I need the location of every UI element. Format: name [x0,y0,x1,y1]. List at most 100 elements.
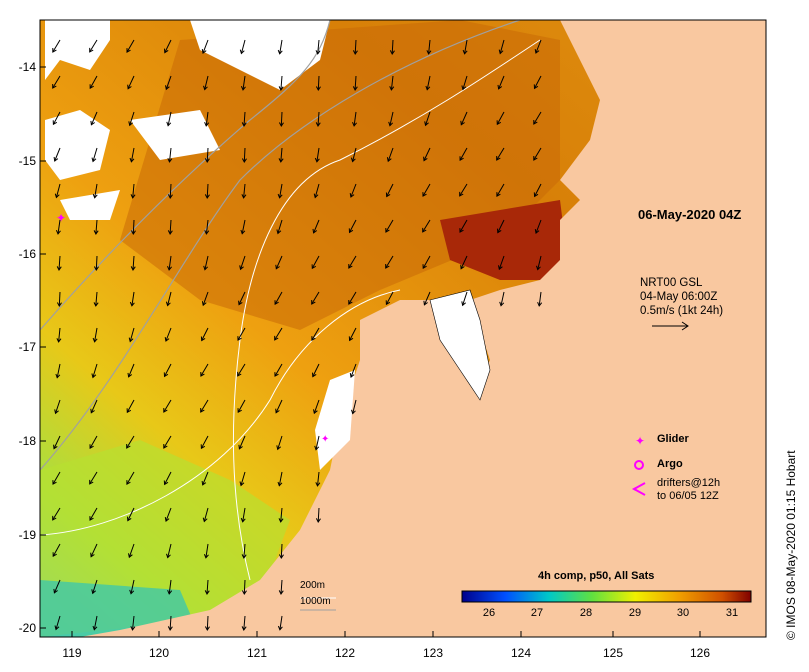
current-arrow [422,255,431,269]
current-arrow [95,291,98,306]
current-arrow [90,111,98,126]
current-arrow-head [91,373,97,379]
current-arrow-head [534,229,540,235]
current-arrow-head [237,336,242,341]
lat-tick: -17 [18,340,36,354]
current-arrow [242,507,246,522]
current-arrow-head [278,158,284,163]
current-arrow [131,291,135,306]
current-arrow-head [237,371,242,377]
current-arrow [535,219,542,234]
current-arrow-head [56,338,62,343]
current-arrow [349,219,357,233]
current-arrow-head [89,479,94,485]
current-arrow [205,219,209,234]
current-arrow [52,111,61,125]
current-arrow [315,435,320,450]
current-arrow-head [349,193,355,198]
current-arrow [385,255,394,269]
current-arrow-head [496,156,501,161]
cloud-gap [60,190,120,220]
glider-marker: ✦ [56,211,66,225]
current-arrow-head [203,554,209,559]
current-arrow-head [312,228,318,234]
current-arrow [243,183,246,198]
current-arrow [496,147,505,161]
current-arrow [277,435,283,450]
current-arrow-head [89,516,94,521]
current-arrow [200,435,209,449]
current-arrow [498,75,505,90]
axis-ticks [40,66,701,637]
current-arrow [205,111,209,126]
current-arrow [385,291,394,305]
current-arrow-head [163,372,169,378]
current-arrow-head [241,554,247,559]
current-arrow [460,111,468,126]
current-arrow-head [126,480,131,485]
current-arrow [54,147,61,162]
map-frame [39,19,767,638]
current-arrow [52,471,61,485]
current-arrow-head [129,589,135,595]
current-arrow-head [130,266,136,271]
cloud-gap [45,20,110,80]
current-arrow [533,111,542,125]
current-arrow-head [348,300,353,305]
current-arrow-head [166,121,172,127]
current-arrow-head [56,266,62,271]
current-arrow-head [314,157,320,163]
current-arrow-head [315,122,321,127]
current-arrow-head [423,300,428,306]
current-arrow [390,75,394,90]
current-arrow-head [237,408,242,414]
current-arrow [169,183,172,199]
current-arrow-head [167,158,173,163]
current-arrow-head [311,336,316,341]
current-arrow [423,147,431,161]
current-arrow-head [240,229,246,235]
current-arrow-head [239,265,244,271]
current-arrow [243,111,246,127]
current-arrow [496,111,505,125]
current-arrow [389,111,394,126]
current-arrow-head [163,480,169,486]
current-arrow-head [204,590,210,595]
current-arrow-head [348,228,354,234]
current-arrow [243,579,246,595]
current-arrow-head [311,264,317,270]
current-arrow [169,219,172,235]
current-arrow [352,147,357,162]
current-arrow-head [54,625,60,631]
current-arrow-head [389,50,395,55]
current-arrow-head [275,408,280,414]
current-arrow [201,327,209,341]
current-arrow-head [315,482,321,487]
current-arrow [167,111,172,126]
current-arrow-head [352,86,358,91]
current-arrow-head [200,371,205,377]
current-arrow-head [127,516,132,522]
current-arrow [129,327,135,342]
current-arrow-head [56,302,62,307]
current-arrow [164,363,172,377]
current-time: 04-May 06:00Z [640,291,718,303]
current-arrow [275,255,283,270]
lat-tick: -16 [18,247,36,261]
current-arrow [132,183,135,198]
current-arrow-head [350,157,356,163]
current-arrow-head [241,158,247,163]
current-arrow-head [130,194,136,199]
current-arrow-head [90,552,95,558]
current-arrow [200,399,209,413]
current-arrow [459,147,468,161]
current-arrow-head [352,122,357,127]
current-arrow-head [277,49,283,55]
current-arrow-head [537,302,543,307]
current-arrow [92,363,98,378]
current-arrow-head [53,156,59,162]
current-arrow [387,147,394,162]
current-arrow [422,183,431,197]
current-arrow [204,255,209,270]
